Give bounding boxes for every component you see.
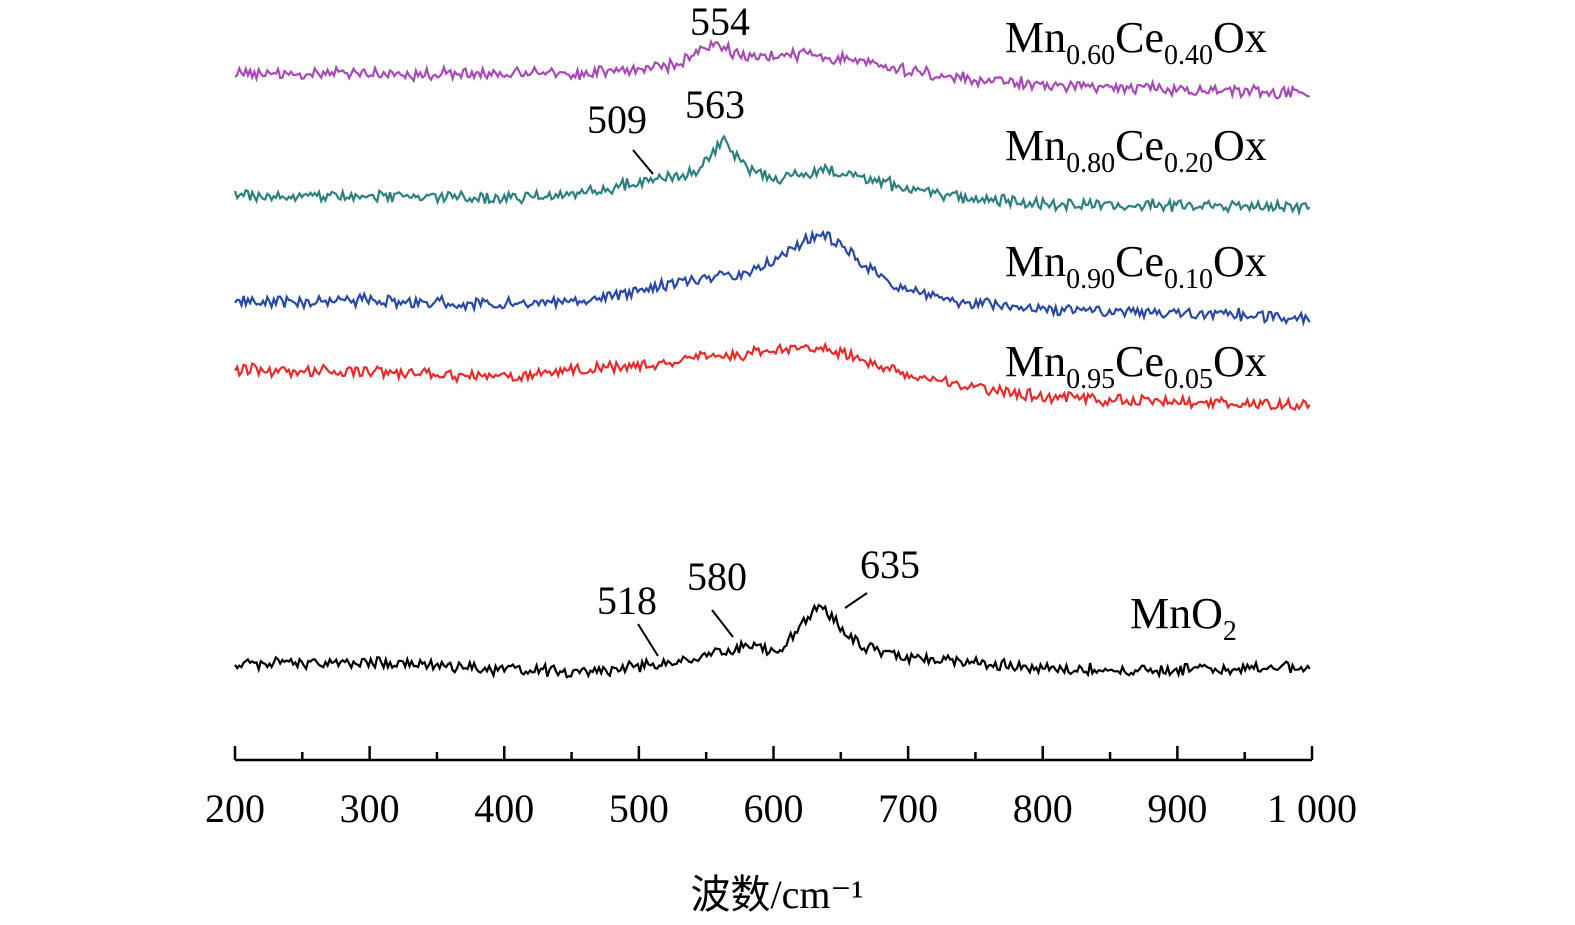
series-label-1: Mn0.80Ce0.20Ox: [1005, 121, 1267, 179]
peak-leader-518: [637, 623, 659, 657]
peak-label-509: 509: [587, 97, 647, 142]
peak-leader-635: [844, 592, 868, 609]
peak-label-563: 563: [685, 82, 745, 127]
x-tick-label: 500: [609, 786, 669, 831]
series-label-0: Mn0.60Ce0.40Ox: [1005, 13, 1267, 71]
peak-leader-509: [632, 149, 654, 175]
series-label-3: Mn0.95Ce0.05Ox: [1005, 337, 1267, 395]
series-line-2: [234, 228, 1311, 327]
series-line-4: [234, 603, 1311, 679]
series-curves: [233, 38, 1311, 679]
x-tick-label: 300: [340, 786, 400, 831]
x-axis-title: 波数/cm⁻¹: [690, 872, 863, 917]
peak-label-554: 554: [690, 0, 750, 44]
x-tick-label: 700: [878, 786, 938, 831]
peak-label-580: 580: [687, 554, 747, 599]
series-label-2: Mn0.90Ce0.10Ox: [1005, 237, 1267, 295]
series-line-0: [234, 38, 1310, 100]
x-tick-label: 900: [1147, 786, 1207, 831]
series-label-4: MnO2: [1130, 589, 1237, 647]
peak-label-518: 518: [597, 578, 657, 623]
series-labels: Mn0.60Ce0.40Ox Mn0.80Ce0.20Ox Mn0.90Ce0.10…: [1005, 13, 1267, 647]
series-line-1: [233, 134, 1311, 217]
peak-annotations: 554 509 563 518 580 635: [587, 0, 920, 657]
peak-leader-580: [711, 609, 734, 638]
series-line-3: [234, 341, 1311, 412]
x-tick-label: 200: [205, 786, 265, 831]
x-tick-label: 600: [744, 786, 804, 831]
x-axis: 200 300 400 500 600 700 800 900 1 000: [205, 746, 1357, 831]
peak-label-635: 635: [860, 542, 920, 587]
x-tick-label: 800: [1013, 786, 1073, 831]
x-tick-label: 1 000: [1267, 786, 1357, 831]
x-tick-label: 400: [474, 786, 534, 831]
